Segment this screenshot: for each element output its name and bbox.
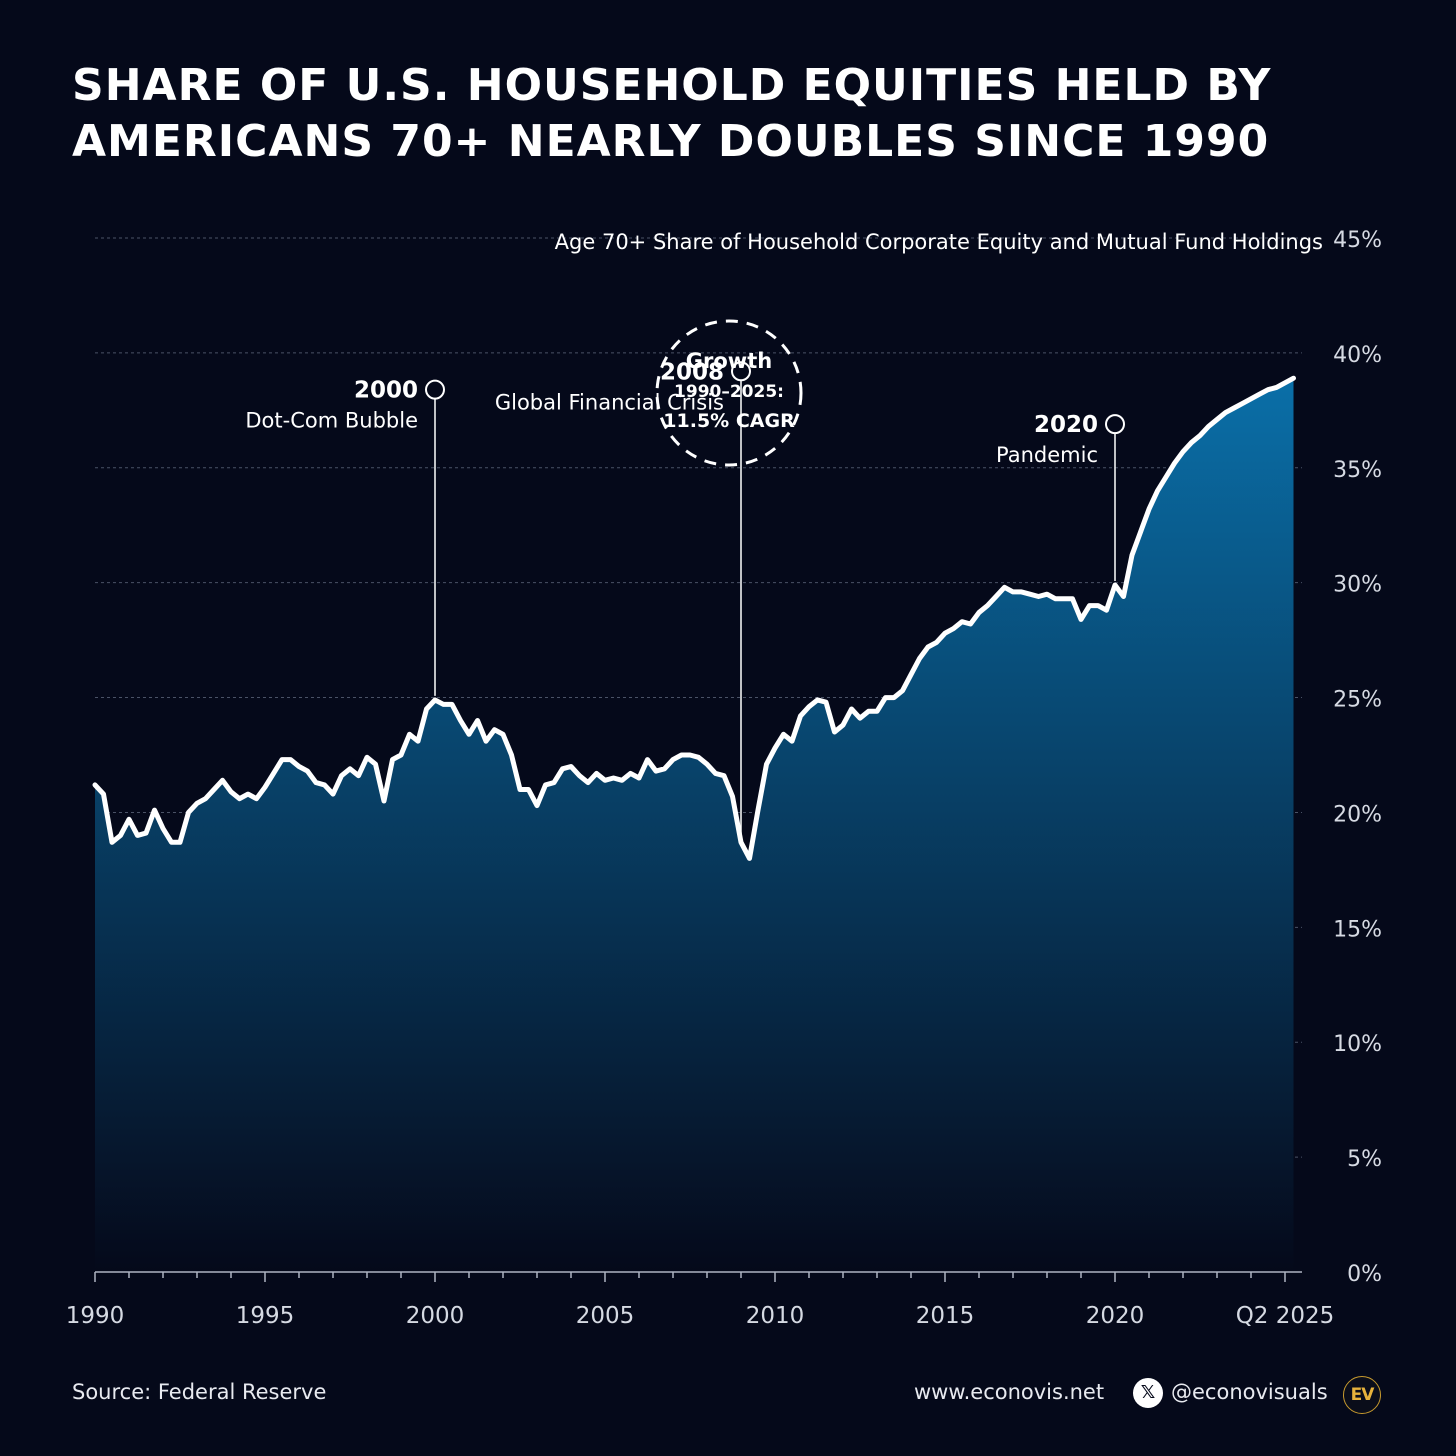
y-tick-label: 10%	[1333, 1032, 1382, 1057]
annotation-year: 2000	[354, 378, 418, 404]
annotation-label: Global Financial Crisis	[495, 390, 724, 414]
annotation: 2020 Pandemic	[996, 412, 1125, 581]
growth-callout-line-1: Growth	[686, 349, 772, 373]
y-tick-label: 40%	[1333, 343, 1382, 368]
annotation-year: 2020	[1034, 412, 1098, 438]
chart-title-line-1: SHARE OF U.S. HOUSEHOLD EQUITIES HELD BY	[72, 60, 1272, 111]
x-logo-icon[interactable]: 𝕏	[1133, 1378, 1163, 1408]
y-tick-label: 0%	[1347, 1262, 1382, 1287]
x-tick-label: 1990	[66, 1303, 125, 1329]
y-tick-label: 30%	[1333, 573, 1382, 598]
growth-callout-line-2: 1990–2025:	[674, 382, 784, 402]
annotation-marker	[731, 361, 751, 382]
chart-subtitle: Age 70+ Share of Household Corporate Equ…	[555, 230, 1323, 254]
x-axis-labels: 1990 1995 2000 2005 2010 2015 2020 Q2 2025	[66, 1303, 1335, 1329]
social-handle[interactable]: @econovisuals	[1171, 1380, 1328, 1404]
x-tick-label: Q2 2025	[1236, 1303, 1335, 1329]
annotation-year: 2008	[660, 359, 724, 385]
x-tick-label: 2015	[916, 1303, 975, 1329]
annotation: 2000 Dot-Com Bubble	[245, 378, 445, 696]
y-tick-label: 25%	[1333, 688, 1382, 713]
website-link[interactable]: www.econovis.net	[914, 1380, 1105, 1404]
annotation-label: Pandemic	[996, 443, 1098, 467]
y-tick-label: 5%	[1347, 1147, 1382, 1172]
y-tick-label: 20%	[1333, 802, 1382, 827]
annotation-marker	[425, 379, 445, 400]
x-tick-label: 2010	[746, 1303, 805, 1329]
source-note: Source: Federal Reserve	[72, 1380, 327, 1404]
x-axis	[94, 1271, 1302, 1282]
annotation-marker	[1105, 414, 1125, 435]
y-tick-label: 15%	[1333, 917, 1382, 942]
x-tick-label: 2020	[1086, 1303, 1145, 1329]
growth-callout-line-3: 11.5% CAGR	[663, 410, 795, 432]
annotation-label: Dot-Com Bubble	[245, 409, 418, 433]
brand-logo: EV	[1343, 1376, 1381, 1414]
area-fill	[95, 378, 1294, 1272]
x-tick-label: 2000	[406, 1303, 465, 1329]
series-line	[92, 375, 1296, 861]
annotations: 2000 Dot-Com Bubble 2008 Global Financial C…	[245, 359, 1125, 839]
x-tick-label: 2005	[576, 1303, 635, 1329]
annotation: 2008 Global Financial Crisis	[495, 359, 751, 839]
growth-callout: Growth 1990–2025: 11.5% CAGR	[655, 319, 803, 467]
growth-callout-circle	[655, 319, 803, 467]
y-tick-label: 45%	[1333, 228, 1382, 253]
y-axis-labels: 0% 5% 10% 15% 20% 25% 30% 35% 40% 45%	[1333, 228, 1382, 1287]
y-tick-label: 35%	[1333, 458, 1382, 483]
chart-title-line-2: AMERICANS 70+ NEARLY DOUBLES SINCE 1990	[72, 116, 1270, 167]
x-tick-label: 1995	[236, 1303, 295, 1329]
chart-title: SHARE OF U.S. HOUSEHOLD EQUITIES HELD BY…	[72, 58, 1372, 170]
